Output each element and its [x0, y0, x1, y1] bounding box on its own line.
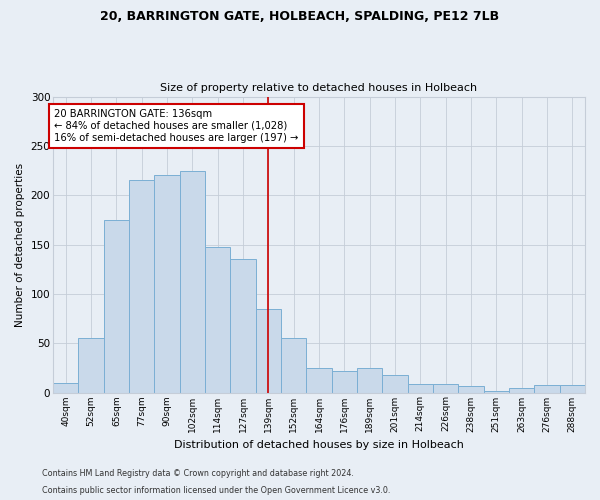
Bar: [180, 170, 205, 392]
Text: Contains HM Land Registry data © Crown copyright and database right 2024.: Contains HM Land Registry data © Crown c…: [42, 468, 354, 477]
Bar: [332, 371, 357, 392]
Bar: [307, 368, 332, 392]
Bar: [560, 384, 585, 392]
Bar: [53, 382, 79, 392]
Bar: [382, 375, 407, 392]
Bar: [484, 390, 509, 392]
Bar: [129, 180, 154, 392]
Bar: [535, 384, 560, 392]
Y-axis label: Number of detached properties: Number of detached properties: [15, 162, 25, 326]
Text: 20, BARRINGTON GATE, HOLBEACH, SPALDING, PE12 7LB: 20, BARRINGTON GATE, HOLBEACH, SPALDING,…: [100, 10, 500, 23]
Bar: [357, 368, 382, 392]
Bar: [256, 308, 281, 392]
Bar: [458, 386, 484, 392]
Bar: [230, 260, 256, 392]
Bar: [281, 338, 307, 392]
Title: Size of property relative to detached houses in Holbeach: Size of property relative to detached ho…: [160, 83, 478, 93]
Text: Contains public sector information licensed under the Open Government Licence v3: Contains public sector information licen…: [42, 486, 391, 495]
Bar: [154, 176, 180, 392]
Bar: [104, 220, 129, 392]
Bar: [433, 384, 458, 392]
Text: 20 BARRINGTON GATE: 136sqm
← 84% of detached houses are smaller (1,028)
16% of s: 20 BARRINGTON GATE: 136sqm ← 84% of deta…: [55, 110, 299, 142]
Bar: [407, 384, 433, 392]
Bar: [79, 338, 104, 392]
X-axis label: Distribution of detached houses by size in Holbeach: Distribution of detached houses by size …: [174, 440, 464, 450]
Bar: [509, 388, 535, 392]
Bar: [205, 248, 230, 392]
